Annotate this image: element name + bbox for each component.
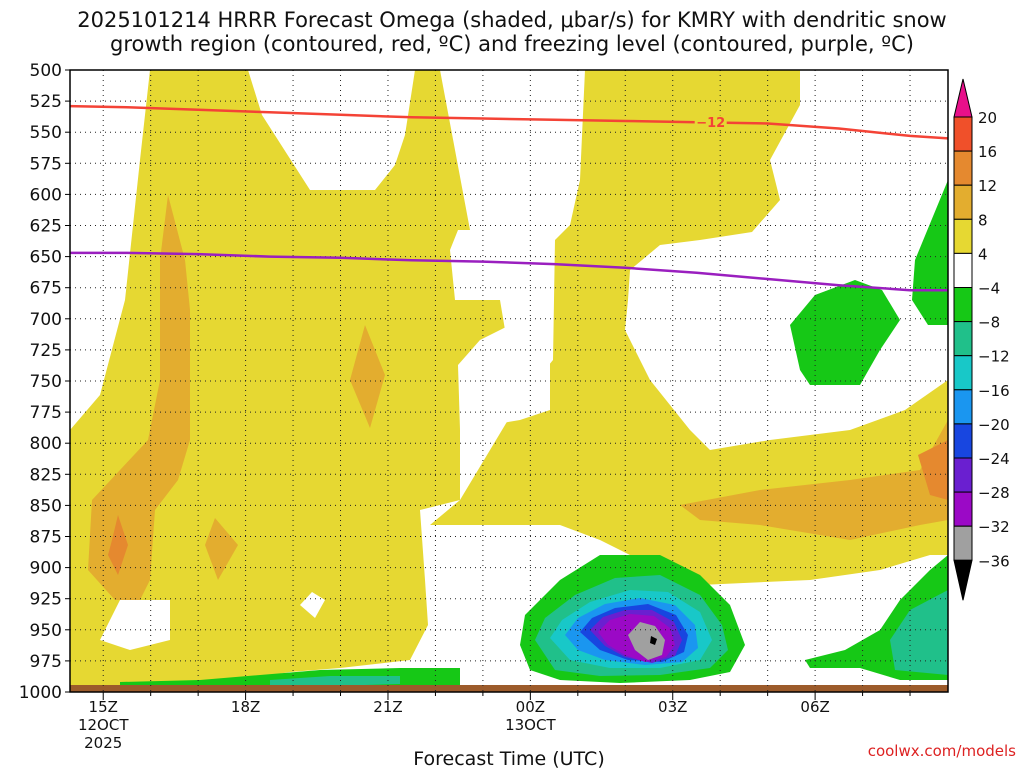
y-tick-label: 950 — [30, 621, 62, 641]
colorbar-box — [953, 355, 973, 391]
colorbar-box — [953, 252, 973, 288]
temperature-contours: −12 — [69, 104, 949, 292]
colorbar-label: 16 — [978, 143, 997, 161]
omega-core-gray — [628, 622, 665, 660]
colorbar-box — [953, 389, 973, 425]
colorbar-label: −32 — [978, 518, 1010, 536]
colorbar-top-arrow — [953, 78, 973, 118]
y-tick-label: 975 — [30, 652, 62, 672]
y-tick-label: 525 — [30, 92, 62, 112]
y-tick-label: 775 — [30, 403, 62, 423]
x-tick-label: 03Z — [658, 698, 687, 716]
colorbar-label: −36 — [978, 552, 1010, 570]
omega-colorbar: 20 16 12 8 4 −4 −8 −12 −16 −20 −24 −28 −32 −36 — [953, 78, 1010, 601]
credit-link[interactable]: coolwx.com/models — [867, 742, 1016, 760]
colorbar-label: 12 — [978, 177, 997, 195]
omega-field-hole — [300, 592, 325, 618]
contour-label: −12 — [696, 116, 725, 131]
colorbar-box — [953, 287, 973, 323]
pressure-axis: 500 525 550 575 600 625 650 675 700 725 750 775 800 8… — [19, 61, 70, 703]
contour-label-bg — [694, 115, 727, 130]
y-tick-label: 900 — [30, 559, 62, 579]
y-tick-label: 575 — [30, 154, 62, 174]
omega-field-negative-lower-right-teal — [890, 590, 948, 675]
plot-grid — [70, 69, 948, 693]
x-tick-label: 21Z — [373, 698, 402, 716]
y-tick-label: 800 — [30, 434, 62, 454]
y-tick-label: 825 — [30, 465, 62, 485]
omega-field-hole — [100, 600, 170, 650]
y-tick-label: 500 — [30, 61, 62, 81]
omega-field-orange-low — [205, 518, 238, 580]
omega-field-dark-orange — [918, 440, 948, 500]
x-tick-date: 12OCT — [78, 716, 129, 734]
y-tick-label: 600 — [30, 185, 62, 205]
y-tick-label: 850 — [30, 496, 62, 516]
colorbar-box — [953, 525, 973, 561]
x-tick-label: 15Z — [89, 698, 118, 716]
x-tick-label: 18Z — [231, 698, 260, 716]
y-tick-label: 700 — [30, 310, 62, 330]
colorbar-box — [953, 150, 973, 186]
y-tick-label: 550 — [30, 123, 62, 143]
omega-field-orange-mid — [350, 325, 385, 428]
colorbar-label: −4 — [978, 280, 1000, 298]
colorbar-box — [953, 116, 973, 152]
colorbar-label: −12 — [978, 348, 1010, 366]
omega-field-hole — [458, 305, 550, 430]
dgz-contour-line — [69, 104, 949, 140]
freezing-level-line — [70, 251, 948, 292]
y-tick-label: 750 — [30, 372, 62, 392]
y-tick-label: 650 — [30, 248, 62, 268]
colorbar-box — [953, 491, 973, 527]
y-tick-label: 925 — [30, 590, 62, 610]
colorbar-box — [953, 457, 973, 493]
y-tick-label: 725 — [30, 341, 62, 361]
omega-field-positive-east — [430, 70, 948, 585]
colorbar-label: −20 — [978, 416, 1010, 434]
omega-field-negative-right-edge — [912, 180, 948, 325]
omega-shading — [70, 70, 948, 692]
omega-core-black — [650, 636, 657, 645]
terrain-band — [70, 685, 948, 692]
colorbar-label: −24 — [978, 450, 1010, 468]
chart-title-line-1: 2025101214 HRRR Forecast Omega (shaded, … — [77, 8, 947, 32]
omega-field-dark-orange — [108, 515, 128, 575]
omega-field-orange-east — [680, 420, 948, 540]
y-tick-label: 875 — [30, 528, 62, 548]
colorbar-label: −28 — [978, 484, 1010, 502]
omega-field-orange-column — [88, 195, 190, 600]
x-axis-label: Forecast Time (UTC) — [413, 748, 604, 768]
colorbar-box — [953, 218, 973, 254]
x-tick-label: 06Z — [800, 698, 829, 716]
x-tick-date: 13OCT — [505, 716, 556, 734]
colorbar-box — [953, 423, 973, 459]
x-tick-year: 2025 — [84, 734, 122, 752]
y-tick-label: 1000 — [19, 683, 62, 703]
colorbar-label: −16 — [978, 382, 1010, 400]
chart-title-line-2: growth region (contoured, red, ºC) and f… — [110, 32, 914, 56]
colorbar-bottom-arrow — [953, 559, 973, 601]
colorbar-box — [953, 321, 973, 357]
y-tick-label: 675 — [30, 279, 62, 299]
y-tick-label: 625 — [30, 217, 62, 237]
omega-field-positive-west — [70, 70, 505, 690]
omega-field-negative-upper — [790, 280, 900, 385]
colorbar-label: 8 — [978, 211, 988, 229]
x-tick-label: 00Z — [516, 698, 545, 716]
colorbar-label: 4 — [978, 245, 988, 263]
colorbar-label: −8 — [978, 314, 1000, 332]
colorbar-label: 20 — [978, 109, 997, 127]
colorbar-box — [953, 184, 973, 220]
